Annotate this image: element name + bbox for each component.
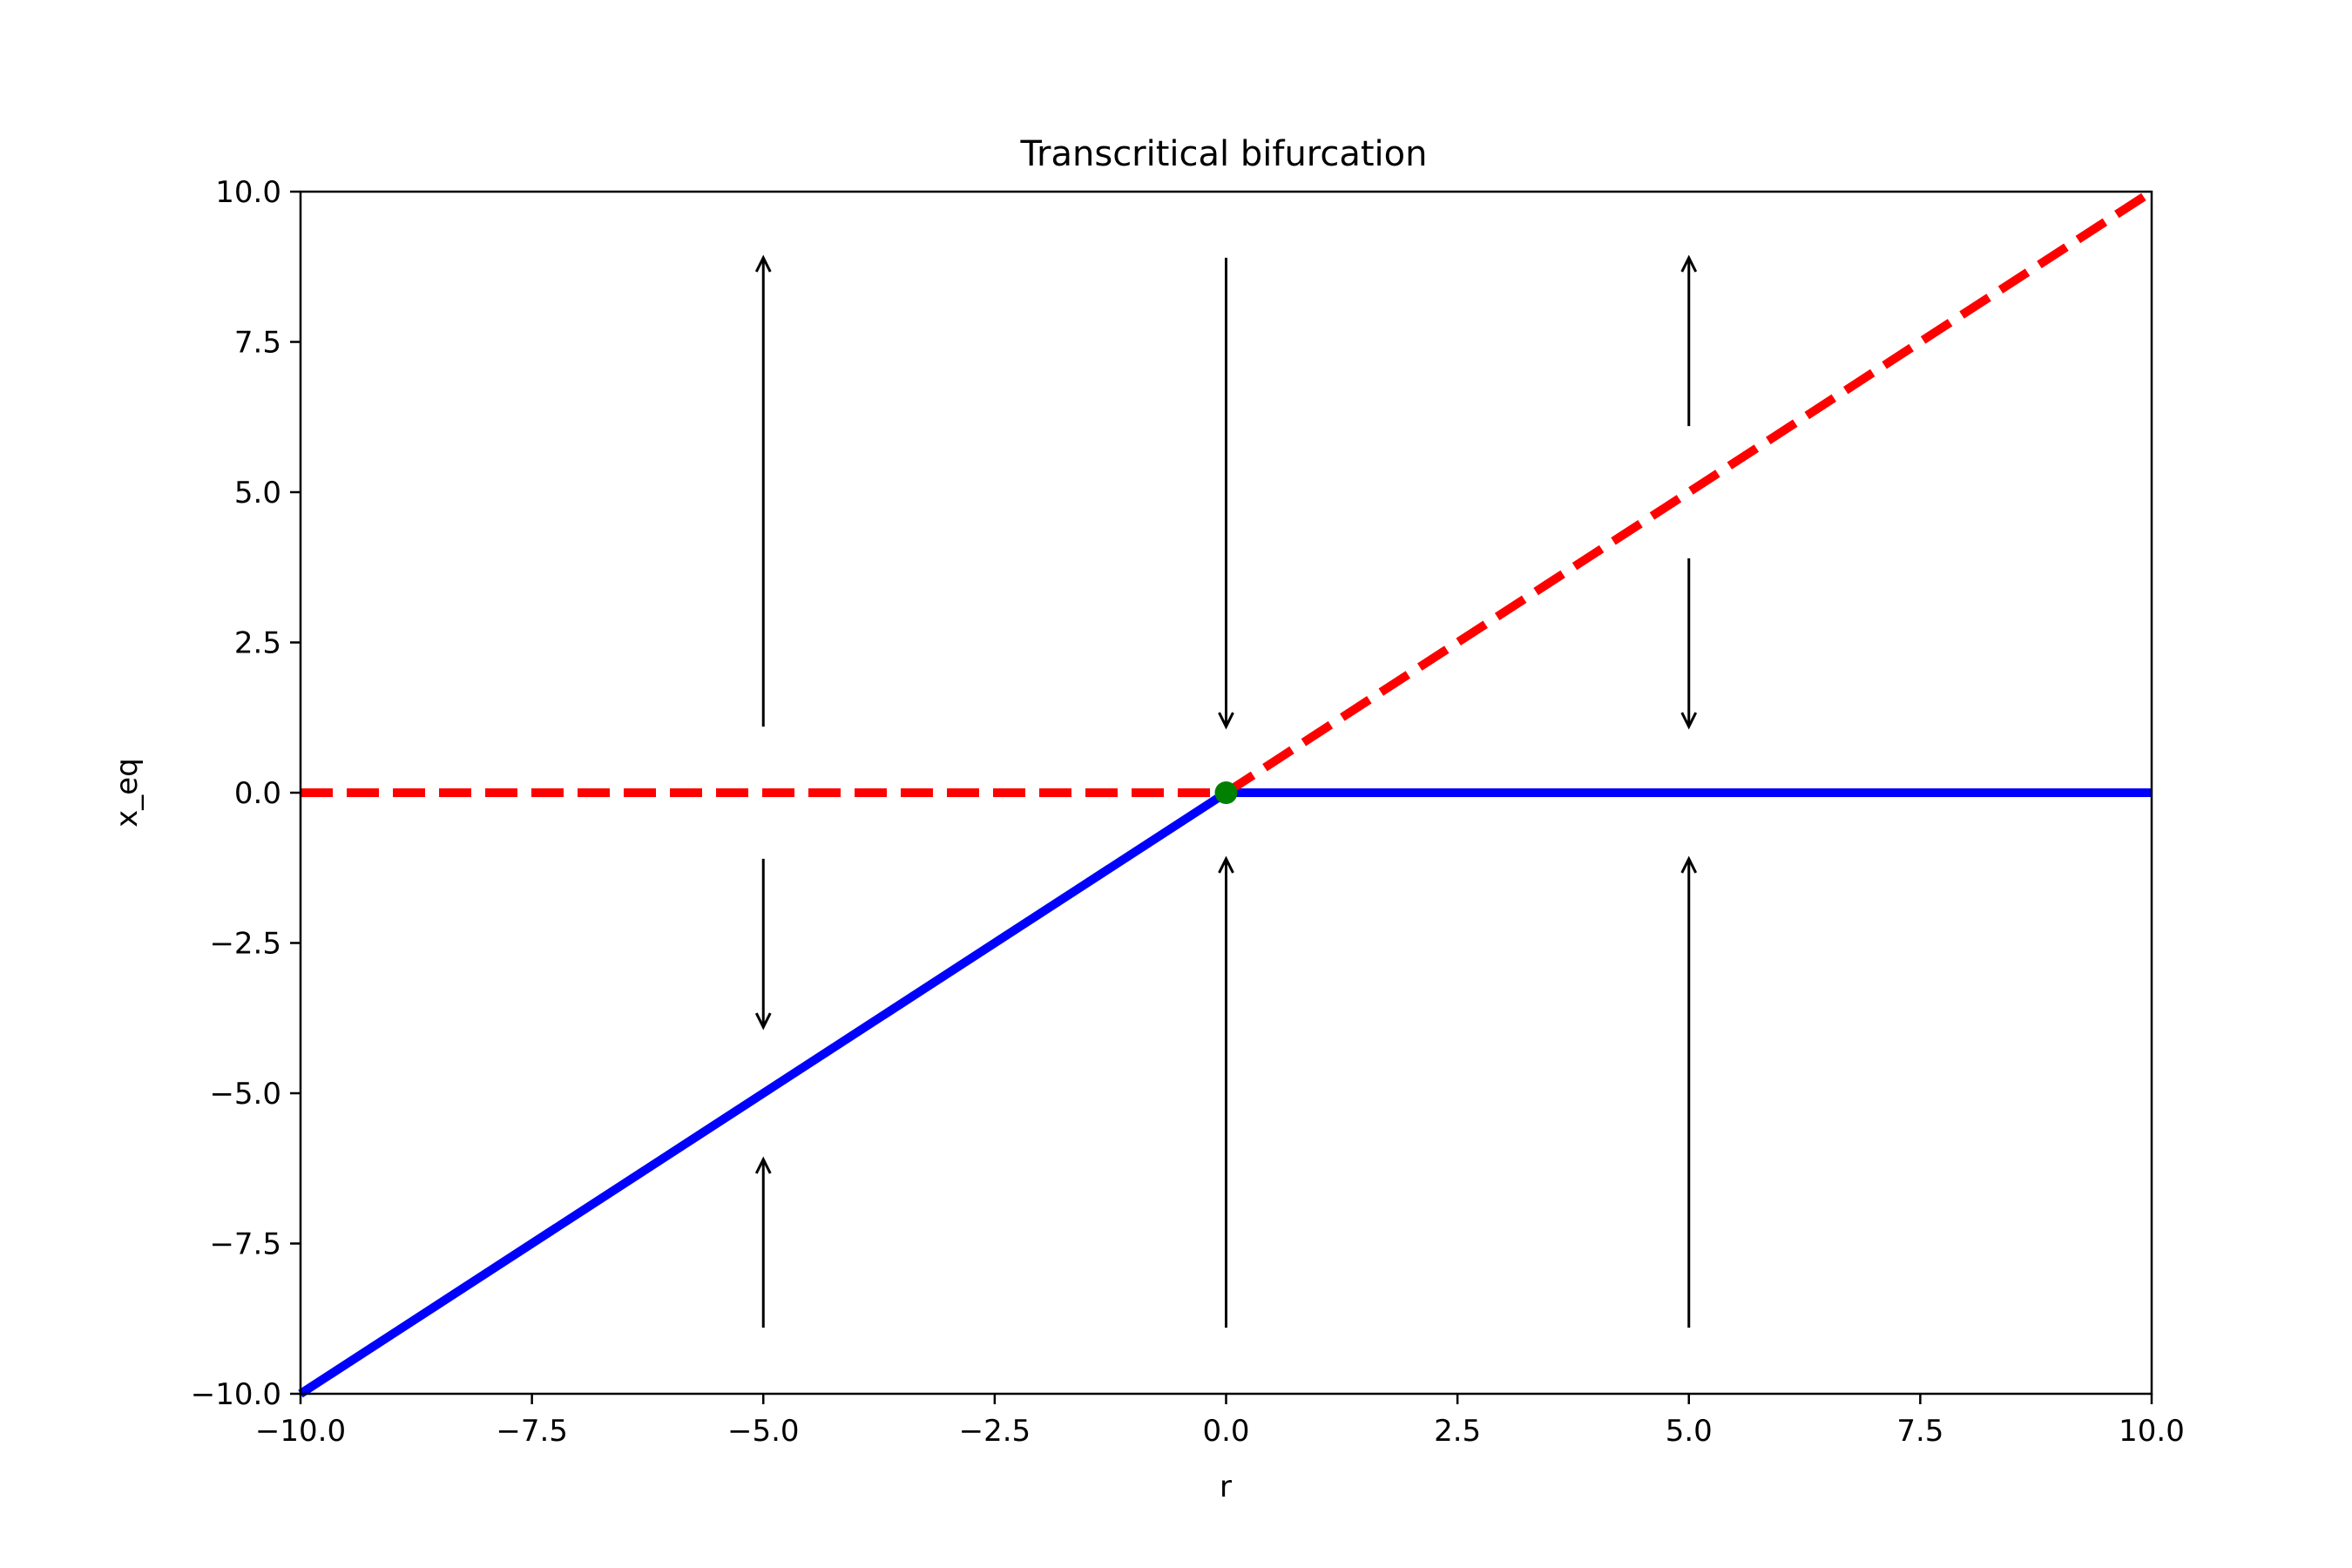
y-tick-label: 2.5 xyxy=(234,626,281,661)
y-tick-label: −2.5 xyxy=(209,927,281,962)
flow-arrow-7 xyxy=(1680,558,1698,730)
x-tick-label: −10.0 xyxy=(255,1414,346,1449)
flow-arrow-4 xyxy=(1218,257,1234,730)
y-tick-label: −7.5 xyxy=(209,1227,281,1262)
y-axis-label: x_eq xyxy=(110,758,145,828)
axis-ticks: −10.0 −7.5 −5.0 −2.5 0.0 2.5 5.0 7.5 10.0 −10.0 −7… xyxy=(191,175,2185,1449)
flow-arrow-1 xyxy=(754,254,772,727)
x-tick-label: 0.0 xyxy=(1202,1414,1249,1449)
x-tick-label: 10.0 xyxy=(2119,1414,2185,1449)
x-tick-label: 7.5 xyxy=(1896,1414,1943,1449)
flow-arrow-2 xyxy=(754,858,772,1031)
flow-arrow-8 xyxy=(1680,855,1698,1328)
x-tick-label: 5.0 xyxy=(1666,1414,1713,1449)
x-tick-label: 2.5 xyxy=(1434,1414,1481,1449)
y-tick-label: 5.0 xyxy=(234,476,281,510)
x-tick-label: −5.0 xyxy=(727,1414,800,1449)
y-tick-label: −5.0 xyxy=(209,1077,281,1112)
flow-arrow-3 xyxy=(754,1156,772,1328)
flow-arrow-5 xyxy=(1218,855,1234,1328)
bifurcation-point xyxy=(1214,781,1238,804)
y-tick-label: 0.0 xyxy=(234,776,281,811)
y-tick-label: −10.0 xyxy=(191,1377,281,1412)
series-line-3 xyxy=(298,788,1229,1398)
x-tick-label: −2.5 xyxy=(959,1414,1031,1449)
plot-area xyxy=(298,187,2154,1398)
x-tick-label: −7.5 xyxy=(496,1414,568,1449)
x-axis-label: r xyxy=(1220,1470,1232,1504)
chart-title: Transcritical bifurcation xyxy=(1019,134,1427,174)
y-tick-label: 7.5 xyxy=(234,326,281,361)
y-tick-label: 10.0 xyxy=(215,175,281,210)
flow-arrow-6 xyxy=(1680,254,1698,427)
